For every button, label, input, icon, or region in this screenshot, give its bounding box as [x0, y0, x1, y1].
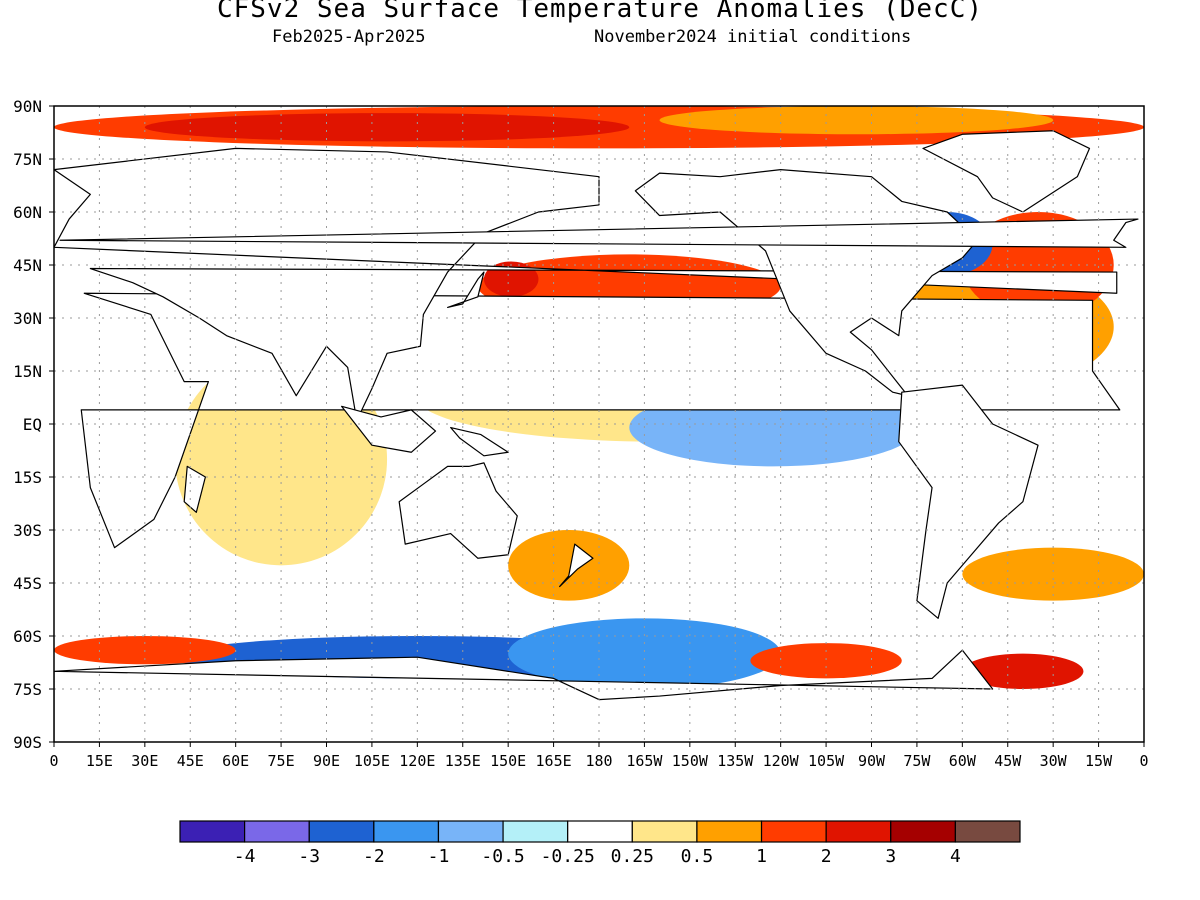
lat-label: 15N [13, 362, 42, 381]
lon-label: 120E [399, 752, 435, 770]
europe-asia-landmass [54, 147, 1118, 422]
forecast-period: Feb2025-Apr2025 [272, 27, 426, 47]
colorbar-swatch [825, 820, 892, 843]
british-isles-landmass [59, 218, 1139, 248]
lon-label: 135W [717, 752, 754, 770]
new-zealand-landmass [559, 543, 594, 588]
lat-label: 75N [13, 150, 42, 169]
lon-label: 165E [536, 752, 572, 770]
colorbar-label: -2 [363, 846, 385, 867]
australia-landmass [398, 462, 518, 559]
colorbar-label: -3 [298, 846, 320, 867]
colorbar-label: 4 [950, 846, 961, 867]
lon-label: 45W [994, 752, 1022, 770]
colorbar-swatch [437, 820, 504, 843]
lat-lon-grid [54, 106, 1144, 742]
land-mask [54, 130, 1139, 742]
colorbar-swatch [502, 820, 569, 843]
lon-label: 150E [490, 752, 526, 770]
lon-label: 135E [445, 752, 481, 770]
lat-label: 15S [13, 468, 42, 487]
lon-label: 0 [49, 752, 58, 770]
lat-label: 90S [13, 733, 42, 752]
anomaly-region [144, 113, 630, 142]
lon-label: 120W [763, 752, 800, 770]
lat-label: 60S [13, 627, 42, 646]
madagascar-landmass [183, 465, 206, 513]
lon-label: 105W [808, 752, 845, 770]
lon-label: 90W [858, 752, 886, 770]
colorbar-swatch [308, 820, 375, 843]
chart-title: CFSv2 Sea Surface Temperature Anomalies … [216, 0, 984, 24]
lat-label: 60N [13, 203, 42, 222]
lon-label: 60E [222, 752, 249, 770]
anomaly-region [508, 530, 630, 601]
colorbar-label: -1 [428, 846, 450, 867]
colorbar-swatch [179, 820, 246, 843]
colorbar-swatch [631, 820, 698, 843]
lon-label: 180 [585, 752, 612, 770]
colorbar-swatch [567, 820, 633, 843]
colorbar-swatch [696, 820, 763, 843]
lat-label: 45N [13, 256, 42, 275]
map-axes: 90N 75N 60N 45N 30N 15N EQ 15S 30S 45S 60S 75S 90S 0 1… [13, 97, 1148, 770]
lon-label: 30W [1040, 752, 1068, 770]
lon-label: 105E [354, 752, 390, 770]
lon-label: 75E [268, 752, 295, 770]
anomaly-region [659, 106, 1054, 135]
anomaly-region [962, 653, 1084, 689]
colorbar-label: 3 [885, 846, 896, 867]
colorbar-label: 2 [821, 846, 832, 867]
colorbar: -4 -3 -2 -1 -0.5 -0.25 0.25 0.5 1 2 3 4 [179, 820, 1021, 867]
lat-label: 90N [13, 97, 42, 116]
initial-conditions: November2024 initial conditions [594, 27, 912, 47]
lat-label: 75S [13, 680, 42, 699]
south-america-landmass [898, 384, 1039, 619]
colorbar-swatch [244, 820, 310, 843]
anomaly-region [750, 643, 902, 679]
lat-label: 30S [13, 521, 42, 540]
lon-label: 90E [313, 752, 340, 770]
lon-label: 165W [626, 752, 663, 770]
anomaly-region [508, 618, 781, 690]
lon-label: 150W [672, 752, 709, 770]
lon-label: 0 [1139, 752, 1148, 770]
colorbar-swatch [954, 820, 1021, 843]
lon-label: 75W [903, 752, 931, 770]
colorbar-label: 0.5 [681, 846, 714, 867]
japan-landmass [447, 271, 485, 308]
indonesia-landmass [341, 405, 437, 453]
colorbar-swatch [373, 820, 440, 843]
lon-label: 30E [131, 752, 158, 770]
colorbar-label: -4 [234, 846, 256, 867]
antarctica-landmass [54, 649, 994, 742]
colorbar-label: 0.25 [611, 846, 654, 867]
colorbar-label: -0.25 [541, 846, 595, 867]
lat-label: EQ [23, 415, 42, 434]
lon-label: 15E [86, 752, 113, 770]
lat-label: 30N [13, 309, 42, 328]
colorbar-label: 1 [756, 846, 767, 867]
lat-label: 45S [13, 574, 42, 593]
greenland-landmass [922, 130, 1091, 213]
colorbar-swatch [890, 820, 956, 843]
lon-label: 45E [177, 752, 204, 770]
lon-label: 15W [1085, 752, 1113, 770]
colorbar-label: -0.5 [481, 846, 524, 867]
new-guinea-landmass [450, 426, 509, 457]
lon-label: 60W [949, 752, 977, 770]
colorbar-swatch [760, 820, 827, 843]
